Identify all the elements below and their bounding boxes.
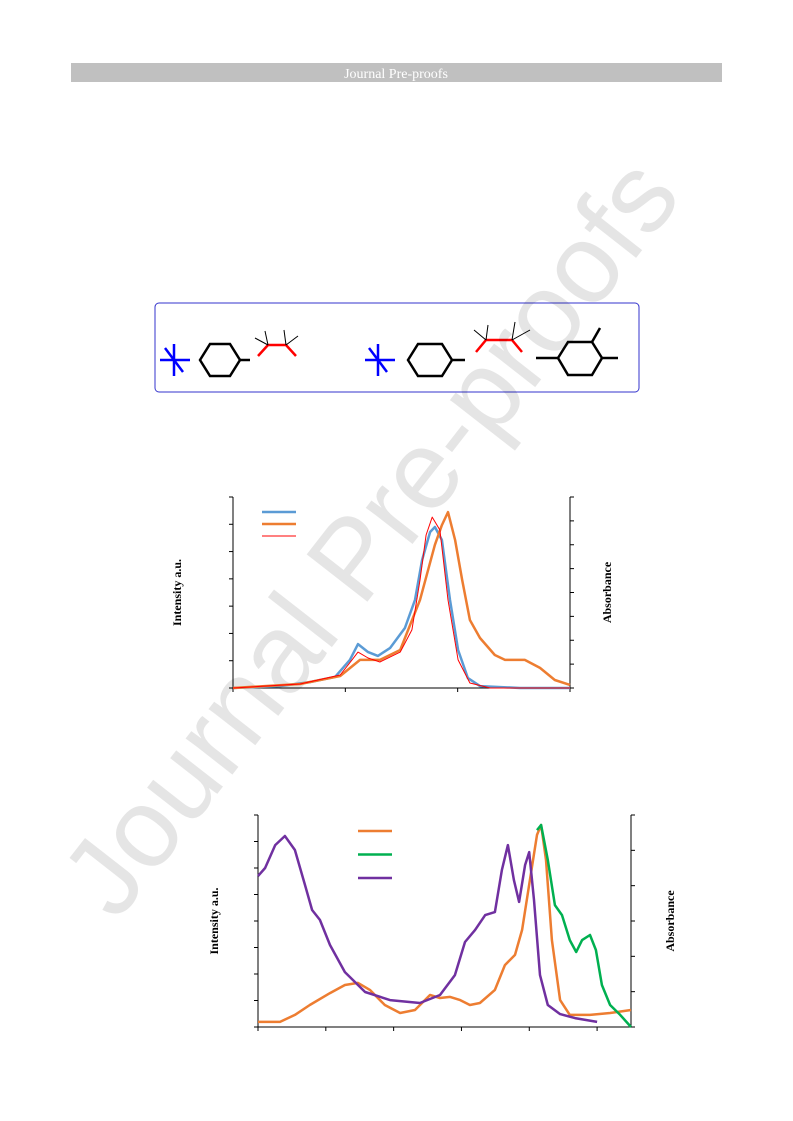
series-line [257,834,598,1024]
y2-axis-label: Absorbance [600,561,614,623]
series-line [258,823,632,1024]
series-line [232,510,571,690]
series-line [232,516,570,689]
structures [154,302,640,393]
header-title: Journal Pre-proofs [344,67,448,82]
y-axis-label: Intensity a.u. [170,559,184,626]
y2-axis-label: Absorbance [663,890,677,952]
series-line [536,823,632,1028]
series-line [232,525,570,690]
header-bar [71,63,722,82]
y-axis-label: Intensity a.u. [207,887,221,954]
watermark: Journal Pre-proofs [37,135,703,938]
